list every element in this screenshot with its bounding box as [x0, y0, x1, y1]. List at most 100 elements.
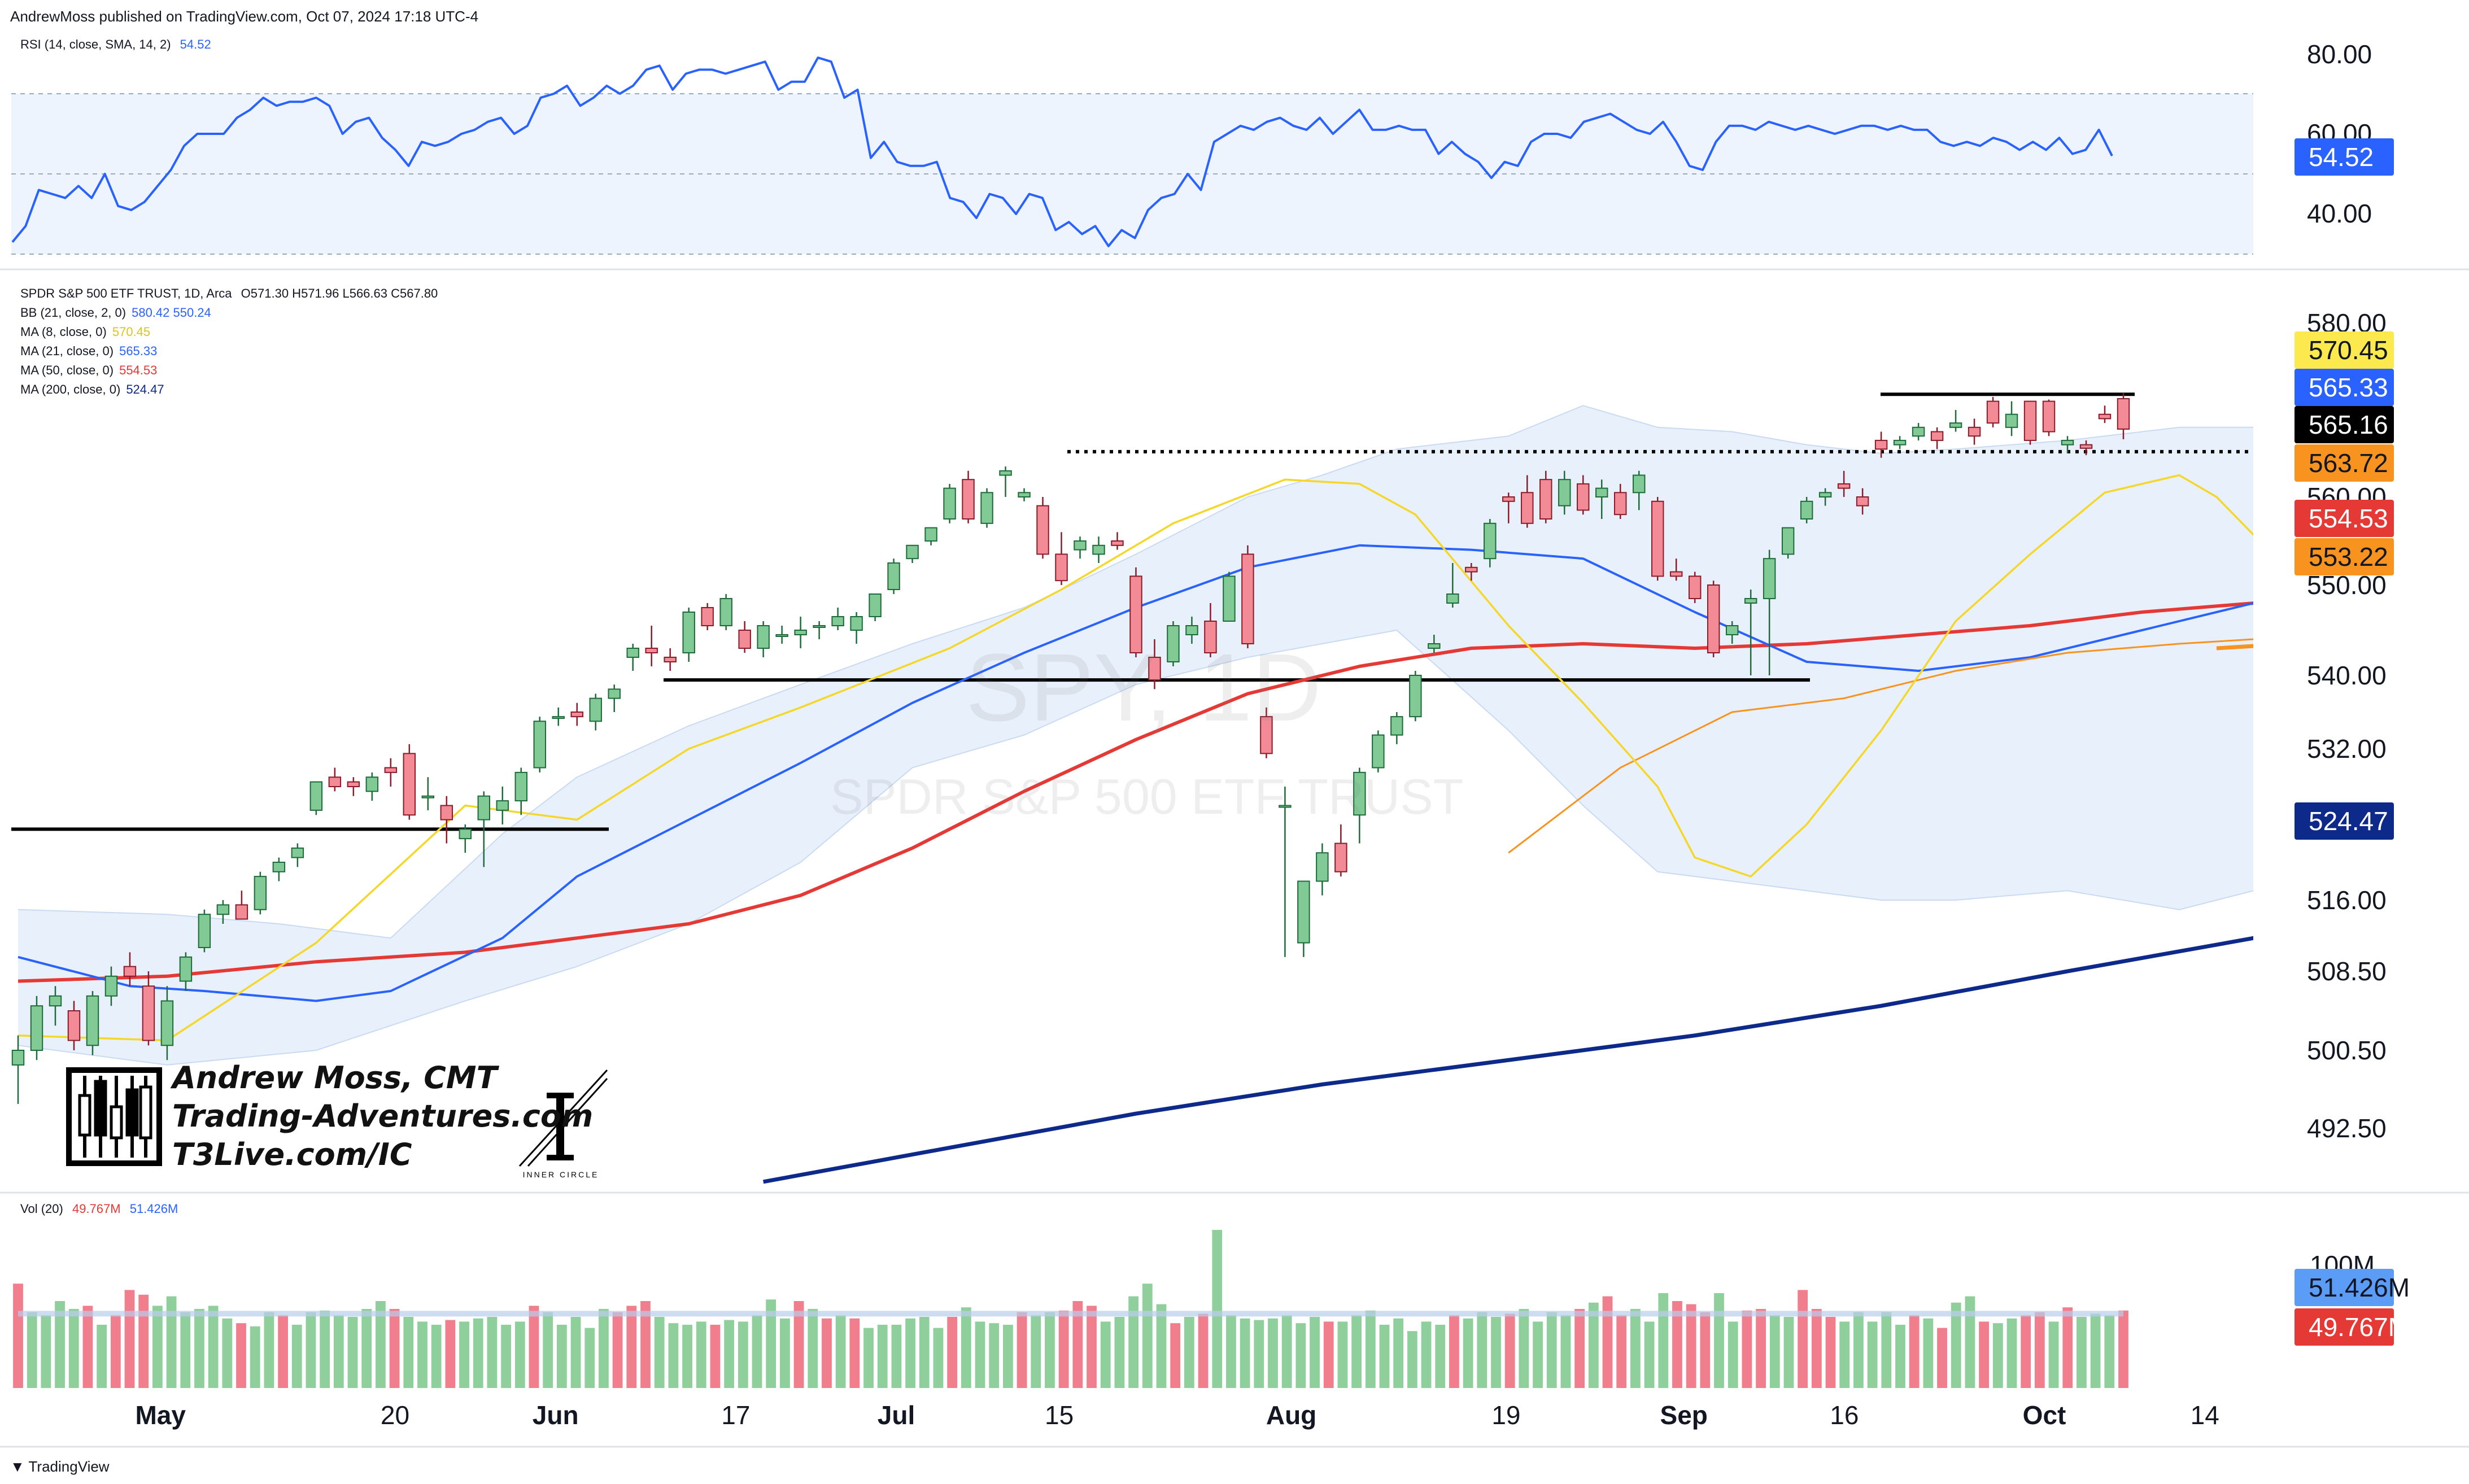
candle — [1725, 621, 1739, 644]
volume-legend[interactable]: Vol (20) 49.767M 51.426M — [20, 1199, 178, 1219]
candle — [198, 909, 211, 953]
candle — [1912, 423, 1925, 440]
candle-body — [1484, 522, 1497, 560]
indicator-ma50[interactable]: MA (50, close, 0) 554.53 — [20, 361, 438, 380]
volume-bar — [2062, 1307, 2073, 1388]
candle-body — [924, 527, 937, 542]
volume-bar — [849, 1318, 860, 1388]
price-tag: 563.72 — [2294, 444, 2394, 482]
price-tag-bg — [2294, 138, 2394, 176]
indicator-bb[interactable]: BB (21, close, 2, 0) 580.42 550.24 — [20, 303, 438, 322]
volume-bar — [1058, 1310, 1069, 1388]
volume-bar — [1449, 1315, 1459, 1388]
candle-body — [1390, 716, 1403, 736]
candle-body — [104, 975, 118, 997]
candle-body — [1279, 805, 1292, 808]
volume-bar — [1769, 1315, 1780, 1388]
volume-bar — [1992, 1323, 2003, 1388]
volume-bar — [2090, 1313, 2101, 1388]
volume-bar — [933, 1328, 944, 1388]
volume-bar — [514, 1321, 525, 1388]
volume-legend-value: 49.767M — [72, 1202, 121, 1216]
candle — [2061, 436, 2074, 453]
volume-bar — [180, 1312, 191, 1388]
candle-body — [1707, 584, 1720, 653]
candle-body — [1744, 598, 1757, 604]
candle-body — [328, 776, 342, 787]
candle — [291, 843, 304, 867]
price-tick-label: 508.50 — [2307, 957, 2387, 986]
volume-bar — [1965, 1296, 1975, 1388]
volume-bar — [808, 1309, 818, 1388]
volume-bar — [599, 1309, 609, 1388]
price-tick-label: 516.00 — [2307, 885, 2387, 915]
candle — [626, 644, 639, 671]
candle-body — [1446, 593, 1459, 604]
candle — [943, 483, 956, 523]
price-axis[interactable]: 80.0060.0040.00580.00560.00550.00540.005… — [0, 40, 2469, 1448]
candle-body — [291, 847, 304, 858]
volume-bar — [752, 1315, 762, 1388]
candle — [1148, 639, 1161, 689]
candle — [1484, 519, 1497, 568]
volume-bar — [1491, 1317, 1501, 1388]
candle — [1688, 571, 1702, 603]
time-tick-label: Aug — [1266, 1400, 1316, 1430]
volume-bar — [1240, 1318, 1250, 1388]
volume-bar — [1017, 1312, 1027, 1388]
indicator-ma200[interactable]: MA (200, close, 0) 524.47 — [20, 380, 438, 399]
candle-body — [962, 479, 975, 520]
volume-bar — [1811, 1309, 1822, 1388]
time-axis[interactable]: May 20 Jun 17 Jul 15 Aug 19 Sep 16 Oct 14 — [135, 1400, 2219, 1430]
rsi-line — [11, 56, 2113, 247]
candle-body — [1353, 771, 1366, 816]
volume-bar — [2048, 1321, 2059, 1388]
volume-bar — [724, 1320, 735, 1388]
rsi-legend[interactable]: RSI (14, close, SMA, 14, 2) 54.52 — [20, 35, 211, 54]
candle — [384, 758, 398, 787]
candle-body — [757, 625, 770, 649]
volume-bar — [710, 1325, 721, 1388]
candle-body — [645, 648, 658, 653]
candle-body — [813, 625, 826, 628]
volume-current-tag: 49.767M — [2294, 1308, 2410, 1346]
author-branding: Andrew Moss, CMT Trading-Adventures.com … — [172, 1059, 593, 1174]
candle-body — [1316, 852, 1329, 882]
indicator-ma21[interactable]: MA (21, close, 0) 565.33 — [20, 342, 438, 361]
volume-bar — [1128, 1296, 1138, 1388]
tradingview-footer[interactable]: ▼ TradingView — [10, 1458, 110, 1476]
volume-bar — [1477, 1312, 1487, 1388]
candle — [1669, 558, 1683, 581]
candle-body — [1260, 716, 1273, 754]
candle — [608, 684, 621, 712]
candle-body — [1428, 643, 1441, 649]
volume-bar — [1045, 1312, 1055, 1388]
candle-body — [1409, 675, 1422, 718]
candle-body — [664, 657, 677, 662]
volume-bar — [291, 1325, 302, 1388]
candle — [589, 693, 602, 731]
candle-body — [738, 630, 751, 649]
volume-bar — [2104, 1315, 2115, 1388]
candle-body — [2042, 400, 2056, 433]
price-tag-bg — [2294, 331, 2394, 369]
volume-bar — [1268, 1318, 1278, 1388]
candle — [1409, 671, 1422, 722]
candle-body — [235, 904, 248, 920]
price-tag-text: 565.33 — [2309, 373, 2388, 402]
candle-body — [67, 1010, 81, 1041]
candle-body — [1930, 431, 1944, 441]
time-tick-label: 16 — [1830, 1400, 1859, 1430]
candle-body — [1725, 625, 1739, 635]
volume-bar — [1560, 1315, 1571, 1388]
indicator-ma8[interactable]: MA (8, close, 0) 570.45 — [20, 322, 438, 342]
volume-legend-label: Vol (20) — [20, 1202, 63, 1216]
time-tick-label: Jun — [533, 1400, 579, 1430]
candle — [1521, 475, 1534, 528]
candle — [719, 594, 732, 630]
candle-body — [2117, 398, 2130, 430]
tradingview-label: TradingView — [28, 1458, 110, 1475]
symbol-line[interactable]: SPDR S&P 500 ETF TRUST, 1D, Arca O571.30… — [20, 284, 438, 303]
volume-bar — [640, 1301, 651, 1388]
volume-bar — [1867, 1321, 1878, 1388]
